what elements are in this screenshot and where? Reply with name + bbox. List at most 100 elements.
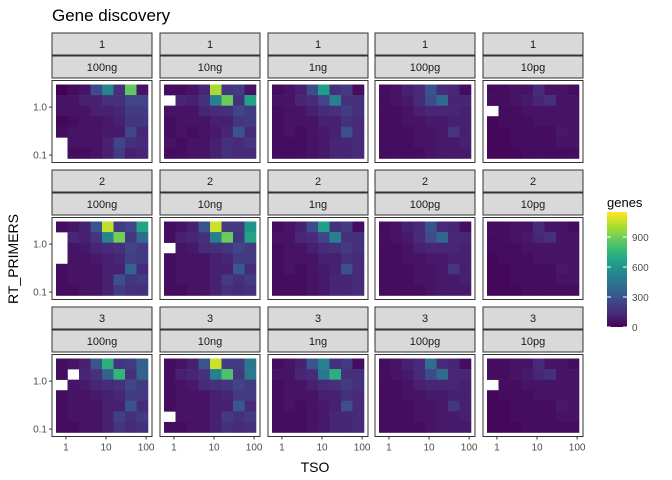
heatmap-cell — [113, 116, 126, 128]
heatmap-cell — [210, 84, 222, 96]
heatmap-cell — [352, 379, 365, 391]
heatmap-cell — [533, 105, 545, 117]
heatmap-cell — [556, 147, 568, 159]
facet-strip-col-label: 1ng — [309, 199, 327, 211]
heatmap-cell — [544, 400, 557, 412]
heatmap-cell — [318, 126, 330, 138]
heatmap-cell — [233, 116, 245, 128]
heatmap-cell — [221, 95, 234, 106]
heatmap-cell — [425, 116, 437, 128]
heatmap-cell — [556, 95, 568, 106]
heatmap-cell — [136, 358, 149, 370]
heatmap-cell — [283, 137, 296, 149]
heatmap-cell — [533, 411, 545, 423]
heatmap-cell — [125, 274, 137, 286]
heatmap-cell — [198, 284, 211, 296]
facet-strip-col-label: 100ng — [87, 336, 118, 348]
heatmap-cell — [295, 284, 307, 296]
heatmap-cell — [164, 358, 176, 370]
heatmap-cell — [567, 84, 580, 96]
heatmap-cell — [329, 95, 342, 106]
y-axis-label: RT_PRIMERS — [5, 214, 21, 304]
facet-plot-border — [374, 80, 476, 163]
heatmap-cell — [448, 147, 460, 159]
heatmap-cell — [295, 411, 307, 423]
heatmap-cell — [390, 421, 403, 433]
heatmap-cell — [402, 358, 414, 370]
heatmap-cell — [390, 105, 403, 117]
heatmap-cell — [56, 263, 68, 275]
heatmap-cell — [521, 400, 534, 412]
heatmap-cell — [90, 242, 103, 254]
heatmap-cell — [352, 358, 365, 370]
color-legend: 900 600 300 0 — [607, 212, 649, 334]
heatmap-cell — [510, 95, 522, 106]
heatmap-cell — [67, 400, 80, 412]
heatmap-cell — [318, 369, 330, 380]
heatmap-cell — [244, 379, 257, 391]
heatmap-cell — [498, 147, 511, 159]
heatmap-cell — [390, 242, 403, 254]
heatmap-cell — [67, 411, 80, 423]
heatmap-cell — [413, 369, 426, 380]
heatmap-cell — [352, 221, 365, 233]
heatmap-cell — [510, 379, 522, 391]
heatmap-cell — [90, 84, 103, 96]
heatmap-cell — [175, 242, 188, 254]
heatmap-cell — [329, 232, 342, 243]
heatmap-cell — [233, 147, 245, 159]
x-tick-label: 100 — [138, 443, 155, 454]
heatmap-cell — [352, 369, 365, 380]
heatmap-cell — [187, 379, 199, 391]
facet-panel: 2 100ng 0.1 1.0 — [33, 169, 153, 300]
heatmap-cell — [295, 232, 307, 243]
heatmap-cell — [79, 242, 91, 254]
heatmap-cell — [272, 126, 284, 138]
heatmap-cell — [379, 421, 391, 433]
heatmap-cell — [187, 137, 199, 149]
heatmap-cell — [283, 253, 296, 265]
heatmap-cell — [521, 379, 534, 391]
heatmap-cell — [175, 411, 188, 423]
heatmap-cell — [487, 421, 499, 433]
heatmap-cell — [136, 95, 149, 106]
heatmap-cell — [487, 221, 499, 233]
heatmap-cell — [390, 369, 403, 380]
heatmap-cell — [498, 400, 511, 412]
heatmap-cell — [436, 358, 449, 370]
facet-strip-row-label: 2 — [422, 176, 428, 188]
heatmap-cell — [329, 253, 342, 265]
heatmap-cell — [283, 379, 296, 391]
heatmap-cell — [125, 369, 137, 380]
heatmap-cell — [79, 284, 91, 296]
heatmap-cell — [329, 379, 342, 391]
heatmap-cell — [125, 421, 137, 433]
heatmap-cell — [244, 221, 257, 233]
heatmap-cell — [136, 411, 149, 423]
heatmap-cell — [436, 147, 449, 159]
facet-strip-col — [482, 329, 584, 353]
heatmap-cell — [425, 274, 437, 286]
facet-strip-col-label: 100pg — [410, 199, 441, 211]
heatmap-cell — [567, 95, 580, 106]
heatmap-cell — [56, 84, 68, 96]
facet-strip-col-label: 10pg — [521, 199, 545, 211]
heatmap-cells — [487, 358, 580, 433]
heatmap-cell — [544, 390, 557, 402]
x-tick-label: 10 — [531, 443, 543, 454]
heatmap-cell — [544, 242, 557, 254]
heatmap-cell — [113, 274, 126, 286]
heatmap-cell — [198, 421, 211, 433]
heatmap-cell — [306, 137, 319, 149]
heatmap-cell — [390, 147, 403, 159]
heatmap-cell — [459, 284, 472, 296]
heatmap-cell — [521, 137, 534, 149]
heatmap-cell — [533, 84, 545, 96]
heatmap-cell — [379, 379, 391, 391]
heatmap-cell — [175, 126, 188, 138]
heatmap-cell — [198, 232, 211, 243]
heatmap-cell — [448, 263, 460, 275]
heatmap-cell — [164, 221, 176, 233]
heatmap-cell — [413, 84, 426, 96]
heatmap-cell — [125, 84, 137, 96]
